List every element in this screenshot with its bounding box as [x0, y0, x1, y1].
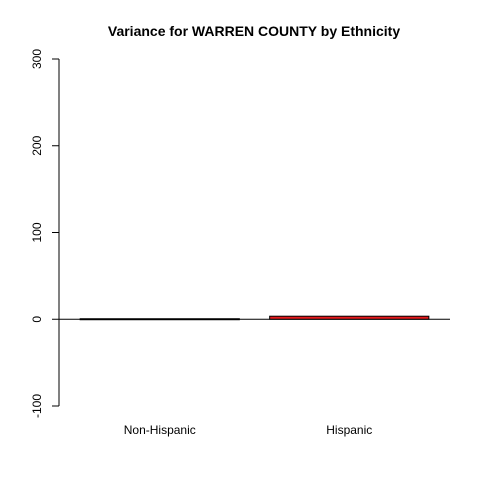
- y-tick-label: -100: [30, 394, 44, 418]
- category-labels: Non-Hispanic Hispanic: [124, 423, 373, 437]
- chart-title: Variance for WARREN COUNTY by Ethnicity: [108, 23, 400, 39]
- bar-hispanic: [269, 315, 430, 320]
- category-label: Non-Hispanic: [124, 423, 196, 437]
- y-tick-label: 100: [30, 222, 44, 242]
- bar-non-hispanic: [79, 318, 240, 321]
- bars: [79, 315, 430, 321]
- category-label: Hispanic: [326, 423, 372, 437]
- y-axis-ticks: -100 0 100 200 300: [30, 49, 59, 418]
- y-tick-label: 200: [30, 135, 44, 155]
- y-tick-label: 0: [30, 316, 44, 323]
- y-tick-label: 300: [30, 49, 44, 69]
